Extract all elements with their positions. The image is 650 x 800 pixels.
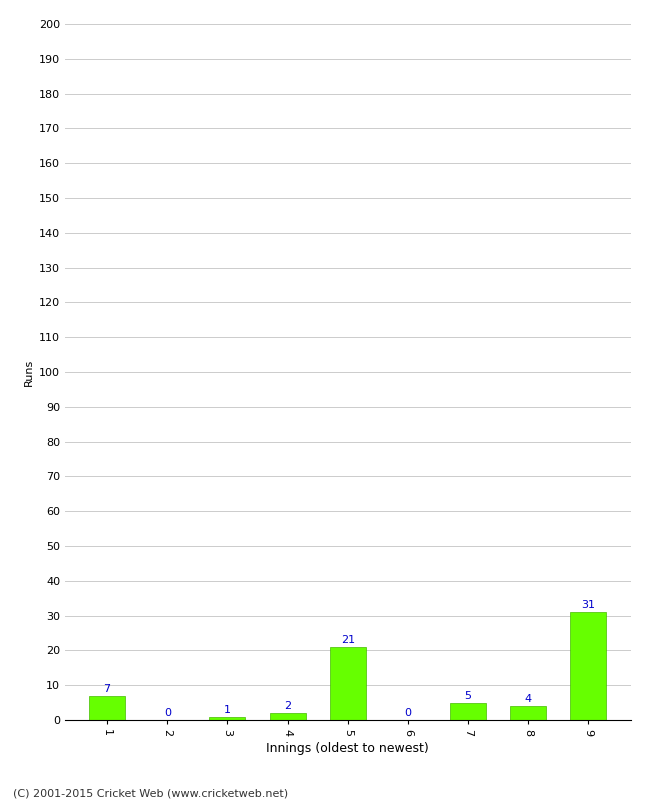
Text: 0: 0	[164, 708, 171, 718]
Bar	[510, 706, 546, 720]
Y-axis label: Runs: Runs	[23, 358, 33, 386]
Bar	[270, 713, 306, 720]
Bar	[570, 612, 606, 720]
Text: 5: 5	[465, 691, 471, 701]
Text: 7: 7	[103, 684, 111, 694]
Text: 4: 4	[525, 694, 532, 704]
Bar	[89, 696, 125, 720]
Text: 1: 1	[224, 705, 231, 714]
Text: 21: 21	[341, 635, 355, 645]
Text: 2: 2	[284, 702, 291, 711]
Bar	[209, 717, 246, 720]
Text: (C) 2001-2015 Cricket Web (www.cricketweb.net): (C) 2001-2015 Cricket Web (www.cricketwe…	[13, 788, 288, 798]
Bar	[330, 647, 366, 720]
X-axis label: Innings (oldest to newest): Innings (oldest to newest)	[266, 742, 429, 754]
Text: 31: 31	[581, 600, 595, 610]
Text: 0: 0	[404, 708, 411, 718]
Bar	[450, 702, 486, 720]
